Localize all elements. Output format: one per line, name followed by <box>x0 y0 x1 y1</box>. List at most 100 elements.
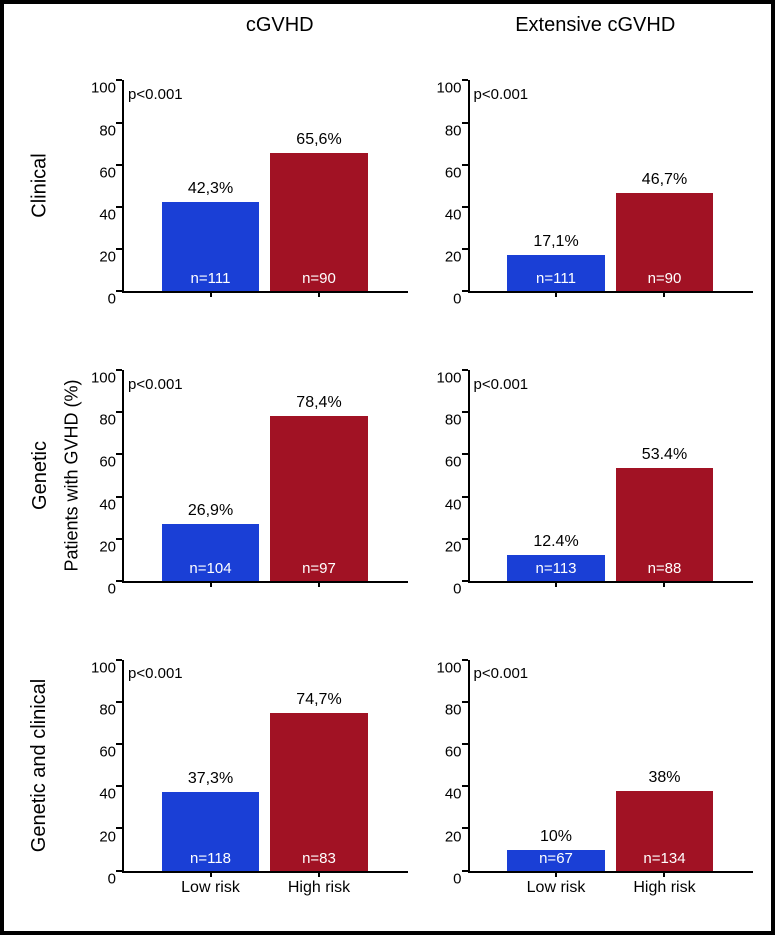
bar-value-label: 12.4% <box>507 533 604 551</box>
ytick-label: 60 <box>432 744 462 761</box>
ytick-label: 20 <box>432 538 462 555</box>
p-value: p<0.001 <box>474 86 529 103</box>
y-axis <box>122 660 124 871</box>
y-axis <box>468 80 470 291</box>
bar-low-risk: 12.4%n=113 <box>507 555 604 581</box>
ytick-col-1-1: 020406080100 <box>432 337 468 615</box>
ytick-label: 20 <box>86 249 116 266</box>
xtick-mark <box>663 291 665 297</box>
row-label-0: Clinical <box>29 154 52 218</box>
ytick-mark <box>116 701 122 703</box>
bar-n-label: n=97 <box>270 560 367 577</box>
plot-1-0: p<0.00126,9%n=10478,4%n=97 <box>122 337 408 615</box>
ytick-mark <box>462 122 468 124</box>
ytick-col-1-0: 020406080100 <box>86 337 122 615</box>
bar-value-label: 74,7% <box>270 691 367 709</box>
plot-0-1: p<0.001 17,1%n=111 46,7% n=90 <box>468 47 754 325</box>
ytick-label: 100 <box>432 659 462 676</box>
bar-value-label: 42,3% <box>162 180 259 198</box>
xtick-mark <box>555 291 557 297</box>
bar-value-label: 10% <box>507 828 604 846</box>
panel-1-1: 020406080100p<0.00112.4%n=11353.4%n=88 <box>432 337 754 615</box>
ytick-label: 0 <box>86 581 116 598</box>
ytick-mark <box>462 79 468 81</box>
plot-2-0: p<0.00137,3%n=118Low risk74,7%n=83High r… <box>122 626 408 904</box>
panel-0-1: 020406080100p<0.00117,1%n=11146,7%n=90 <box>432 47 754 325</box>
row-label-1: Genetic <box>29 441 52 510</box>
bar-value-label: 53.4% <box>616 446 713 464</box>
ytick-label: 0 <box>432 581 462 598</box>
ytick-mark <box>116 785 122 787</box>
bar-low-risk: 10%n=67 <box>507 850 604 871</box>
bar-value-label: 38% <box>616 769 713 787</box>
bar-low-risk: 26,9%n=104 <box>162 524 259 581</box>
bar-value-label: 17,1% <box>507 233 604 251</box>
ytick-label: 80 <box>432 412 462 429</box>
ylabel-wrap-2 <box>58 620 86 910</box>
ytick-mark <box>116 164 122 166</box>
plot-1-1: p<0.00112.4%n=11353.4%n=88 <box>468 337 754 615</box>
p-value: p<0.001 <box>128 665 183 682</box>
ytick-mark <box>462 248 468 250</box>
ytick-label: 0 <box>432 291 462 308</box>
panel-2-0: 020406080100p<0.00137,3%n=118Low risk74,… <box>86 626 408 904</box>
bar-value-label: 26,9% <box>162 502 259 520</box>
ytick-label: 0 <box>432 870 462 887</box>
ytick-label: 40 <box>86 496 116 513</box>
bar-value-label: 78,4% <box>270 394 367 412</box>
row-2: Genetic and clinical020406080100p<0.0013… <box>22 620 753 910</box>
xtick-mark <box>318 291 320 297</box>
y-axis <box>468 370 470 581</box>
x-axis <box>468 291 754 293</box>
col-header-0: cGVHD <box>122 14 438 41</box>
ytick-label: 80 <box>86 122 116 139</box>
bar-low-risk: 37,3%n=118 <box>162 792 259 871</box>
xtick-mark <box>318 581 320 587</box>
col-header-1: Extensive cGVHD <box>438 14 754 41</box>
p-value: p<0.001 <box>474 376 529 393</box>
plot-0-0: p<0.00142,3%n=11165,6%n=90 <box>122 47 408 325</box>
bar-low-risk: 42,3%n=111 <box>162 202 259 291</box>
y-axis <box>468 660 470 871</box>
ytick-label: 60 <box>432 164 462 181</box>
bar-value-label: 46,7% <box>616 171 713 189</box>
bar-high-risk: 78,4%n=97 <box>270 416 367 581</box>
bar-low-risk: 17,1%n=111 <box>507 255 604 291</box>
ytick-mark <box>462 496 468 498</box>
ytick-mark <box>462 785 468 787</box>
ylabel-wrap-0 <box>58 41 86 331</box>
x-axis <box>122 291 408 293</box>
ytick-mark <box>116 870 122 872</box>
column-headers: cGVHD Extensive cGVHD <box>122 14 753 41</box>
ytick-label: 60 <box>432 454 462 471</box>
bar-n-label: n=90 <box>616 270 713 287</box>
xtick-mark <box>210 581 212 587</box>
bar-n-label: n=113 <box>507 560 604 577</box>
ytick-mark <box>116 411 122 413</box>
panels-row-0: 020406080100p<0.00142,3%n=11165,6%n=9002… <box>86 41 753 331</box>
ytick-mark <box>116 580 122 582</box>
panels-row-2: 020406080100 p<0.001 37,3%n=118 Low risk 74,… <box>86 620 753 910</box>
x-axis <box>468 581 754 583</box>
bar-value-label: 37,3% <box>162 770 259 788</box>
bar-n-label: n=134 <box>616 850 713 867</box>
ytick-label: 100 <box>86 659 116 676</box>
ytick-mark <box>462 701 468 703</box>
ytick-label: 0 <box>86 291 116 308</box>
ytick-col-0-1: 020406080100 <box>432 47 468 325</box>
panel-1-0: 020406080100p<0.00126,9%n=10478,4%n=97 <box>86 337 408 615</box>
ytick-col-2-0: 020406080100 <box>86 626 122 904</box>
ytick-mark <box>462 827 468 829</box>
x-label-high-risk: High risk <box>262 879 376 897</box>
xtick-mark <box>210 871 212 877</box>
ytick-label: 40 <box>86 786 116 803</box>
ytick-label: 100 <box>432 370 462 387</box>
ytick-mark <box>462 411 468 413</box>
ytick-label: 60 <box>86 454 116 471</box>
y-axis-label: Patients with GVHD (%) <box>62 379 83 571</box>
ytick-mark <box>116 79 122 81</box>
x-label-low-risk: Low risk <box>499 879 613 897</box>
ytick-mark <box>116 659 122 661</box>
y-axis <box>122 370 124 581</box>
row-0: Clinical020406080100p<0.00142,3%n=11165,… <box>22 41 753 331</box>
